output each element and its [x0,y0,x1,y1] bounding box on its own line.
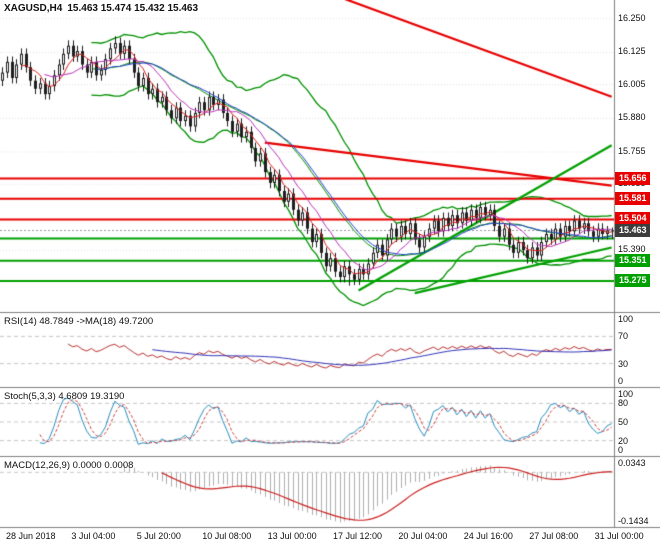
rsi-axis-label: 70 [618,331,629,341]
price-level-badge: 15.581 [615,192,650,205]
macd-panel-title: MACD(12,26,9) 0.0000 0.0008 [4,460,134,471]
time-axis-label: 17 Jul 12:00 [333,531,383,541]
rsi-axis-label: 30 [618,359,629,369]
stoch-axis-label: 80 [618,398,629,408]
price-level-badge: 15.656 [615,172,650,185]
price-axis-tick: 15.755 [618,146,646,156]
price-axis-tick: 16.125 [618,46,646,56]
time-axis-label: 5 Jul 20:00 [136,531,181,541]
price-level-badge: 15.463 [615,224,650,237]
stoch-axis-label: 20 [618,436,629,446]
time-axis-label: 28 Jun 2018 [6,531,56,541]
price-level-badge: 15.504 [615,212,650,225]
price-axis-tick: 16.250 [618,13,646,23]
rsi-panel-title: RSI(14) 48.7849 ->MA(18) 49.7200 [4,316,154,327]
ohlc-values: 15.463 15.474 15.432 15.463 [67,3,199,14]
stoch-axis-label: 0 [618,445,624,455]
price-level-badge: 15.275 [615,274,650,287]
time-axis-label: 13 Jul 00:00 [267,531,317,541]
price-axis-tick: 15.880 [618,112,646,122]
stoch-axis-label: 50 [618,417,629,427]
stoch-panel-title: Stoch(5,3,3) 4.6809 19.3190 [4,391,125,402]
time-axis-label: 3 Jul 04:00 [71,531,116,541]
macd-axis-label: -0.1434 [618,516,649,526]
price-level-badge: 15.351 [615,254,650,267]
rsi-axis-label: 100 [618,314,634,324]
time-axis-label: 31 Jul 00:00 [594,531,644,541]
time-axis-label: 20 Jul 04:00 [398,531,448,541]
price-axis-tick: 15.390 [618,244,646,254]
stoch-axis-label: 100 [618,389,634,399]
chart-title: XAGUSD,H4 15.463 15.474 15.432 15.463 [4,3,203,14]
price-axis-tick: 16.005 [618,79,646,89]
time-axis-label: 10 Jul 08:00 [202,531,252,541]
time-axis-label: 27 Jul 08:00 [529,531,579,541]
symbol-timeframe-label: XAGUSD,H4 [4,3,63,14]
time-axis-label: 24 Jul 16:00 [463,531,513,541]
macd-axis-label: 0.0343 [618,458,646,468]
rsi-axis-label: 0 [618,376,624,386]
